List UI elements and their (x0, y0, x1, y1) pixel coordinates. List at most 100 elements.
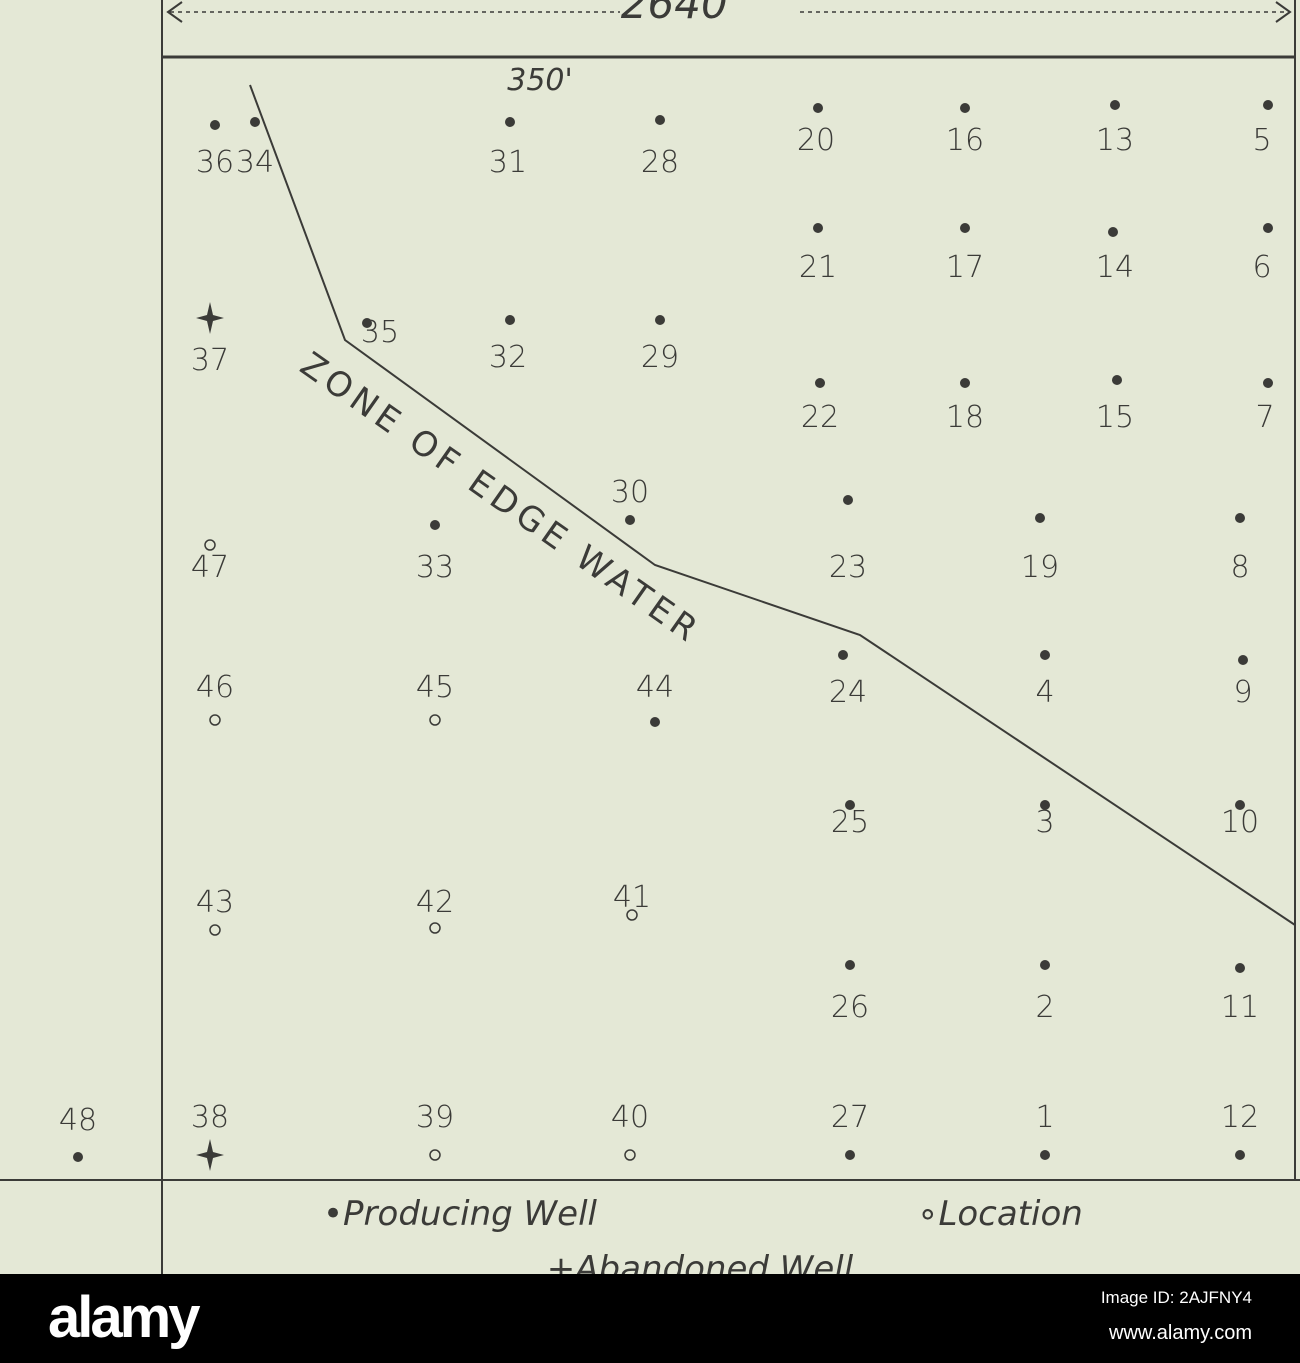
well-label: 41 (613, 880, 651, 915)
producing-well-icon (505, 315, 515, 325)
well-39: 39 (416, 1100, 454, 1161)
location-icon (204, 539, 216, 551)
location-icon (626, 909, 638, 921)
well-label: 22 (801, 400, 839, 435)
well-label: 34 (236, 145, 274, 180)
producing-well-icon (650, 717, 660, 727)
well-label: 39 (416, 1100, 454, 1135)
well-35: 35 (361, 315, 399, 350)
location-icon (429, 714, 441, 726)
well-1: 1 (1035, 1100, 1055, 1160)
alamy-logo: alamy (48, 1285, 200, 1350)
legend-location: ∘Location (917, 1194, 1083, 1234)
well-label: 8 (1230, 550, 1249, 585)
well-33: 33 (416, 520, 454, 585)
well-28: 28 (641, 115, 679, 180)
legend-abandoned: +Abandoned Well (547, 1249, 854, 1274)
well-label: 24 (829, 675, 867, 710)
producing-well-icon (960, 378, 970, 388)
well-22: 22 (801, 378, 839, 435)
well-label: 4 (1035, 675, 1054, 710)
well-11: 11 (1221, 963, 1259, 1025)
well-6: 6 (1252, 223, 1273, 285)
well-label: 17 (946, 250, 984, 285)
well-label: 25 (831, 805, 869, 840)
well-label: 38 (191, 1100, 229, 1135)
producing-well-icon (815, 378, 825, 388)
producing-well-icon (1108, 227, 1118, 237)
well-41: 41 (613, 880, 651, 921)
producing-well-icon (505, 117, 515, 127)
well-30: 30 (611, 475, 649, 525)
producing-well-icon (813, 223, 823, 233)
well-label: 27 (831, 1100, 869, 1135)
well-48: 48 (59, 1103, 97, 1162)
well-label: 46 (196, 670, 234, 705)
producing-well-icon (1235, 800, 1245, 810)
well-label: 29 (641, 340, 679, 375)
producing-well-icon (210, 120, 220, 130)
well-15: 15 (1096, 375, 1134, 435)
section-width-label: 2640' (621, 0, 739, 28)
well-label: 2 (1035, 990, 1054, 1025)
producing-well-icon (838, 650, 848, 660)
producing-well-icon (1040, 650, 1050, 660)
well-5: 5 (1252, 100, 1273, 158)
well-label: 7 (1255, 400, 1274, 435)
well-13: 13 (1096, 100, 1134, 158)
producing-well-icon (250, 117, 260, 127)
well-label: 21 (799, 250, 837, 285)
well-25: 25 (831, 800, 869, 840)
well-label: 47 (191, 550, 229, 585)
well-label: 18 (946, 400, 984, 435)
dimension-arrow-right (1275, 1, 1292, 23)
producing-well-icon (1110, 100, 1120, 110)
producing-well-icon (845, 960, 855, 970)
producing-well-icon (655, 115, 665, 125)
well-34: 34 (236, 117, 274, 180)
location-icon (429, 922, 441, 934)
well-label: 9 (1233, 675, 1252, 710)
dimension-arrow-left (166, 1, 183, 23)
producing-well-icon (73, 1152, 83, 1162)
producing-well-icon (430, 520, 440, 530)
producing-well-icon (1238, 655, 1248, 665)
well-24: 24 (829, 650, 867, 710)
well-17: 17 (946, 223, 984, 285)
watermark-bar: alamy Image ID: 2AJFNY4 www.alamy.com (0, 1274, 1300, 1363)
well-32: 32 (489, 315, 527, 375)
well-38: 38 (191, 1100, 229, 1171)
producing-well-icon (1263, 223, 1273, 233)
well-label: 33 (416, 550, 454, 585)
well-44: 44 (636, 670, 674, 727)
producing-well-icon (1040, 1150, 1050, 1160)
well-label: 19 (1021, 550, 1059, 585)
producing-well-icon (1235, 513, 1245, 523)
producing-well-icon (1112, 375, 1122, 385)
well-label: 42 (416, 885, 454, 920)
producing-well-icon (960, 223, 970, 233)
well-21: 21 (799, 223, 837, 285)
well-label: 13 (1096, 123, 1134, 158)
well-spacing-label: 350' (507, 63, 573, 98)
abandoned-well-icon (196, 1139, 224, 1171)
location-icon (624, 1149, 636, 1161)
well-label: 32 (489, 340, 527, 375)
well-43: 43 (196, 885, 234, 936)
well-8: 8 (1230, 513, 1250, 585)
well-19: 19 (1021, 513, 1059, 585)
well-label: 10 (1221, 805, 1259, 840)
well-40: 40 (611, 1100, 649, 1161)
producing-well-icon (625, 515, 635, 525)
well-31: 31 (489, 117, 527, 180)
well-label: 11 (1221, 990, 1259, 1025)
well-45: 45 (416, 670, 454, 726)
well-label: 20 (797, 123, 835, 158)
producing-well-icon (1263, 100, 1273, 110)
producing-well-icon (1040, 960, 1050, 970)
well-18: 18 (946, 378, 984, 435)
location-icon (209, 714, 221, 726)
well-16: 16 (946, 103, 984, 158)
producing-well-icon (1040, 800, 1050, 810)
producing-well-icon (960, 103, 970, 113)
